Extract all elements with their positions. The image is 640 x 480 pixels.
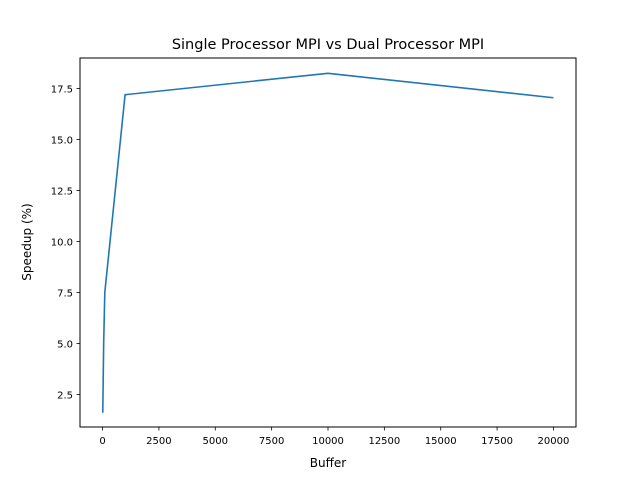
x-tick-label: 7500 (259, 436, 284, 447)
x-tick-label: 15000 (425, 436, 457, 447)
x-axis-label: Buffer (310, 456, 346, 470)
y-tick-label: 12.5 (51, 187, 73, 198)
series-line-0 (101, 72, 554, 413)
x-tick-label: 2500 (146, 436, 171, 447)
y-tick-label: 5.0 (57, 339, 73, 350)
y-tick-label: 7.5 (57, 288, 73, 299)
x-tick-label: 17500 (481, 436, 513, 447)
y-tick-label: 10.0 (51, 237, 73, 248)
y-tick-label: 15.0 (51, 136, 73, 147)
plot-area (79, 57, 577, 428)
y-tick-label: 2.5 (57, 390, 73, 401)
y-axis-ticks: 2.5 5.0 7.5 10.0 12.5 15.0 17.5 (51, 85, 80, 401)
x-tick-label: 12500 (368, 436, 400, 447)
x-tick-label: 20000 (538, 436, 570, 447)
x-tick-label: 0 (99, 436, 105, 447)
x-axis-ticks: 0 2500 5000 7500 10000 12500 15000 17500 20000 (99, 427, 569, 447)
x-tick-label: 5000 (203, 436, 228, 447)
x-tick-label: 10000 (312, 436, 344, 447)
y-tick-label: 17.5 (51, 85, 73, 96)
series-layer (101, 72, 554, 413)
chart-title: Single Processor MPI vs Dual Processor M… (172, 37, 484, 53)
y-axis-label: Speedup (%) (20, 203, 34, 280)
plot-frame (79, 57, 577, 428)
